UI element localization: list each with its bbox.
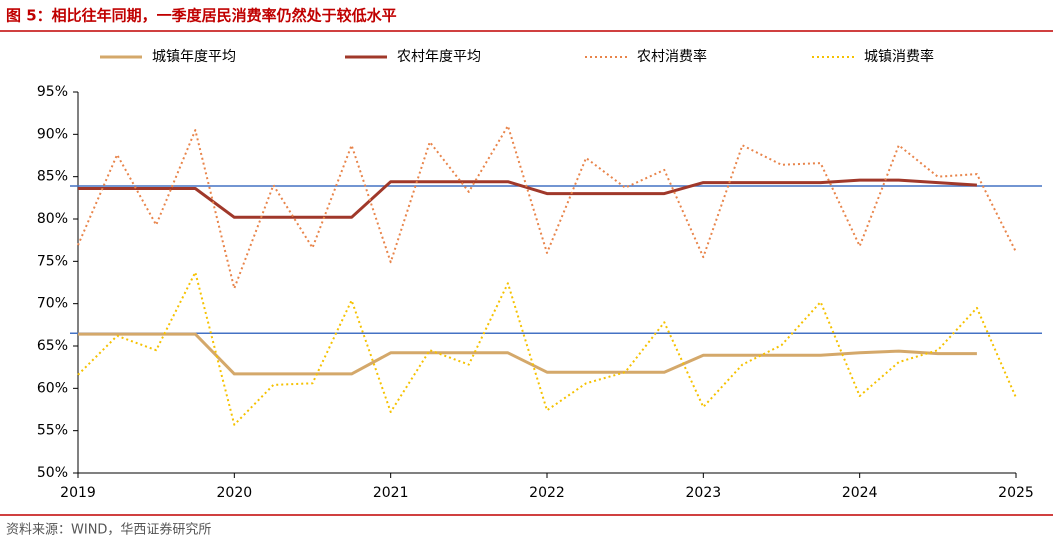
series-line xyxy=(78,332,977,376)
y-tick-label: 75% xyxy=(37,253,68,269)
source-note: 资料来源：WIND，华西证券研究所 xyxy=(6,522,211,538)
chart-title: 图 5：相比往年同期，一季度居民消费率仍然处于较低水平 xyxy=(6,7,397,25)
series-line xyxy=(77,271,1017,426)
y-tick-label: 65% xyxy=(37,338,68,354)
x-tick-label: 2020 xyxy=(217,485,253,501)
series-line xyxy=(78,178,977,219)
x-tick-label: 2023 xyxy=(686,485,722,501)
y-tick-label: 60% xyxy=(37,380,68,396)
y-tick-label: 70% xyxy=(37,296,68,312)
y-tick-label: 95% xyxy=(37,84,68,100)
series-line xyxy=(77,124,1017,290)
x-tick-label: 2024 xyxy=(842,485,878,501)
x-tick-label: 2021 xyxy=(373,485,409,501)
legend-label: 农村消费率 xyxy=(637,48,707,65)
legend-label: 城镇消费率 xyxy=(864,48,934,65)
legend-label: 农村年度平均 xyxy=(397,49,481,65)
x-tick-label: 2025 xyxy=(998,485,1034,501)
legend-label: 城镇年度平均 xyxy=(152,49,236,65)
y-tick-label: 90% xyxy=(37,126,68,142)
x-tick-label: 2019 xyxy=(60,485,96,501)
x-tick-label: 2022 xyxy=(529,485,565,501)
y-tick-label: 80% xyxy=(37,211,68,227)
y-tick-label: 50% xyxy=(37,465,68,481)
y-tick-label: 85% xyxy=(37,169,68,185)
y-tick-label: 55% xyxy=(37,423,68,439)
